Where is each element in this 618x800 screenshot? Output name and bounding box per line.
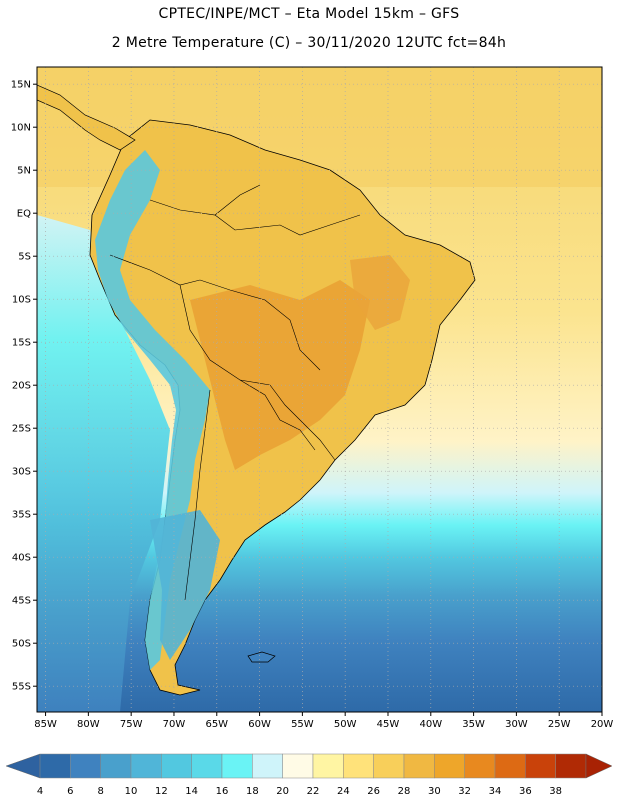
colorbar-swatch [191, 753, 223, 779]
colorbar-swatch [464, 753, 496, 779]
colorbar: 4 6 8 10 12 14 16 18 20 22 24 26 28 30 32 34 36 38 [5, 753, 613, 797]
country-borders [109, 184, 361, 601]
lon-label: 55W [291, 719, 314, 730]
lat-label: 45S [12, 596, 31, 607]
colorbar-label: 26 [367, 786, 380, 797]
latitude-axis: 15N 10N 5N EQ 5S 10S 15S 20S 25S 30S 35S 40S 45S 50S 5… [11, 80, 37, 693]
lat-label: 25S [12, 424, 31, 435]
chart-title: CPTEC/INPE/MCT – Eta Model 15km – GFS [158, 6, 460, 22]
colorbar-swatch [70, 753, 101, 779]
lat-label: 55S [12, 682, 31, 693]
colorbar-label: 22 [307, 786, 320, 797]
colorbar-swatch [434, 753, 465, 779]
colorbar-label: 30 [428, 786, 441, 797]
pacific-ocean [37, 215, 170, 712]
central-america [37, 84, 136, 151]
colorbar-label: 12 [155, 786, 168, 797]
lat-label: 20S [12, 381, 31, 392]
colorbar-label: 36 [519, 786, 532, 797]
lat-label: 35S [12, 510, 31, 521]
colorbar-over-arrow [585, 753, 613, 779]
colorbar-label: 32 [458, 786, 471, 797]
colorbar-under-arrow [5, 753, 41, 779]
lat-label: 50S [12, 639, 31, 650]
lat-label: 15N [11, 80, 31, 91]
hot-northeast [350, 255, 410, 330]
colorbar-swatch [494, 753, 526, 779]
falkland-islands [247, 651, 276, 663]
colorbar-swatch [403, 753, 435, 779]
lat-label: 15S [12, 338, 31, 349]
lon-label: 35W [462, 719, 485, 730]
colorbar-label: 16 [216, 786, 229, 797]
lon-label: 65W [205, 719, 228, 730]
colorbar-label: 24 [337, 786, 350, 797]
lon-label: 20W [591, 719, 614, 730]
lon-label: 60W [248, 719, 271, 730]
colorbar-label: 4 [37, 786, 43, 797]
colorbar-label: 38 [549, 786, 562, 797]
colorbar-swatch [100, 753, 132, 779]
colorbar-swatch [555, 753, 587, 779]
lon-label: 25W [548, 719, 571, 730]
colorbar-swatch [161, 753, 192, 779]
colorbar-label: 8 [97, 786, 103, 797]
lon-label: 80W [77, 719, 100, 730]
lat-label: 30S [12, 467, 31, 478]
lat-label: 5N [17, 166, 31, 177]
chart-subtitle: 2 Metre Temperature (C) – 30/11/2020 12U… [111, 35, 507, 51]
colorbar-label: 28 [398, 786, 411, 797]
colorbar-label: 18 [246, 786, 259, 797]
lon-label: 50W [334, 719, 357, 730]
lon-label: 85W [34, 719, 57, 730]
lat-label: 10N [11, 123, 31, 134]
colorbar-swatch [525, 753, 556, 779]
lat-label: 40S [12, 553, 31, 564]
colorbar-swatch [39, 753, 71, 779]
colorbar-swatch [252, 753, 283, 779]
map-frame [36, 66, 603, 713]
hot-interior [190, 280, 370, 470]
colorbar-label: 34 [489, 786, 502, 797]
colorbar-swatch [373, 753, 405, 779]
colorbar-swatch [343, 753, 374, 779]
colorbar-swatch [282, 753, 314, 779]
lon-label: 70W [163, 719, 186, 730]
andes-cool-region [95, 150, 210, 670]
lon-label: 40W [419, 719, 442, 730]
lon-label: 30W [505, 719, 528, 730]
lat-label: EQ [17, 209, 31, 220]
colorbar-label: 6 [67, 786, 73, 797]
lat-label: 5S [18, 252, 31, 263]
colorbar-swatch [312, 753, 344, 779]
lon-label: 75W [120, 719, 143, 730]
lat-label: 10S [12, 295, 31, 306]
colorbar-swatch [130, 753, 162, 779]
longitude-axis: 85W 80W 75W 70W 65W 60W 55W 50W 45W 40W 35W 30W 25W 2… [34, 712, 613, 730]
lon-label: 45W [377, 719, 400, 730]
colorbar-label: 20 [276, 786, 289, 797]
colorbar-swatch [221, 753, 253, 779]
patagonia-cool [150, 510, 220, 660]
colorbar-label: 10 [125, 786, 138, 797]
colorbar-label: 14 [185, 786, 198, 797]
